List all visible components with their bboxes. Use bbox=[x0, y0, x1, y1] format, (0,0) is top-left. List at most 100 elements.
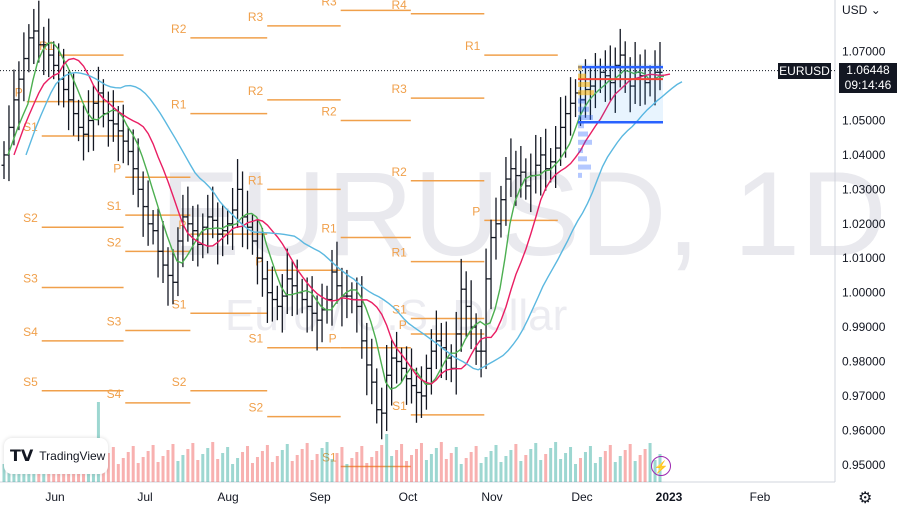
volume-bar bbox=[504, 456, 508, 482]
symbol-tag: EURUSD bbox=[778, 63, 831, 79]
pivot-label: R1 bbox=[39, 39, 55, 53]
pivot-label: S2 bbox=[172, 375, 187, 389]
gear-icon[interactable]: ⚙ bbox=[858, 490, 873, 507]
volume-bar bbox=[340, 447, 344, 482]
volume-bar bbox=[549, 448, 553, 482]
volume-bar bbox=[176, 461, 180, 482]
x-tick-label: Jun bbox=[45, 490, 64, 504]
volume-bar bbox=[325, 442, 329, 482]
volume-bar bbox=[305, 443, 309, 482]
volume-bar bbox=[246, 446, 250, 482]
volume-bar bbox=[106, 453, 110, 482]
volume-profile-bar bbox=[578, 156, 587, 162]
volume-profile-bar bbox=[578, 98, 585, 104]
volume-bar bbox=[360, 446, 364, 482]
volume-bar bbox=[300, 449, 304, 482]
volume-profile-bar bbox=[578, 131, 588, 137]
y-tick-label: 0.96000 bbox=[842, 423, 886, 437]
pivot-label: R1 bbox=[248, 173, 264, 187]
pivot-label: S4 bbox=[107, 387, 122, 401]
pivot-label: S1 bbox=[107, 199, 122, 213]
volume-bar bbox=[643, 449, 647, 482]
volume-bar bbox=[221, 453, 225, 482]
volume-bar bbox=[414, 449, 418, 482]
ma-slow-line bbox=[25, 71, 683, 371]
volume-bar bbox=[166, 450, 170, 482]
volume-bar bbox=[444, 459, 448, 482]
volume-bar bbox=[216, 459, 220, 482]
volume-bar bbox=[474, 446, 478, 482]
chevron-down-icon: ⌄ bbox=[870, 3, 881, 17]
volume-bar bbox=[231, 464, 235, 482]
volume-bar bbox=[201, 454, 205, 482]
y-tick-label: 0.95000 bbox=[842, 458, 886, 472]
volume-bar bbox=[598, 457, 602, 482]
volume-profile-bar bbox=[578, 90, 594, 96]
volume-profile-bar bbox=[578, 139, 592, 145]
volume-bar bbox=[454, 447, 458, 482]
pivot-label: S1 bbox=[249, 332, 264, 346]
volume-bar bbox=[151, 445, 155, 482]
volume-bar bbox=[121, 458, 125, 482]
currency-dropdown[interactable]: USD ⌄ bbox=[842, 3, 881, 17]
y-tick-label: 1.03000 bbox=[842, 182, 886, 196]
volume-bar bbox=[285, 444, 289, 482]
currency-label: USD bbox=[842, 3, 868, 17]
volume-bar bbox=[395, 450, 399, 482]
volume-bar bbox=[126, 452, 130, 482]
volume-bar bbox=[648, 443, 652, 482]
volume-bar bbox=[633, 461, 637, 482]
volume-bar bbox=[578, 458, 582, 482]
volume-bar bbox=[365, 463, 369, 482]
volume-bar bbox=[315, 454, 319, 482]
lightning-icon[interactable]: ⚡ bbox=[651, 456, 671, 476]
volume-bar bbox=[564, 453, 568, 482]
volume-bar bbox=[310, 460, 314, 482]
volume-profile-bar bbox=[578, 148, 583, 154]
last-price-value: 1.06448 bbox=[846, 63, 890, 77]
pivot-label: R3 bbox=[248, 10, 264, 24]
volume-bar bbox=[559, 459, 563, 482]
pivot-label: R2 bbox=[321, 105, 337, 119]
pivot-label: R1 bbox=[171, 98, 187, 112]
y-tick-label: 1.05000 bbox=[842, 114, 886, 128]
volume-bar bbox=[385, 434, 389, 482]
pivot-label: R1 bbox=[465, 39, 481, 53]
volume-bar bbox=[429, 454, 433, 482]
volume-bar bbox=[330, 459, 334, 482]
volume-bar bbox=[335, 453, 339, 482]
pivot-label: P bbox=[329, 332, 337, 346]
pivot-label: P bbox=[399, 318, 407, 332]
volume-profile-bar bbox=[578, 114, 593, 120]
volume-bar bbox=[241, 452, 245, 482]
pivot-label: R2 bbox=[248, 84, 264, 98]
pivot-label: S2 bbox=[249, 401, 264, 415]
volume-bar bbox=[608, 445, 612, 482]
x-tick-label: Feb bbox=[750, 490, 771, 504]
volume-bar bbox=[524, 455, 528, 482]
volume-bar bbox=[250, 463, 254, 482]
volume-bar bbox=[410, 455, 414, 482]
volume-bar bbox=[181, 455, 185, 482]
volume-bar bbox=[434, 448, 438, 482]
x-tick-label: Dec bbox=[571, 490, 592, 504]
volume-bar bbox=[603, 451, 607, 482]
volume-bar bbox=[350, 458, 354, 482]
last-price-tag: 1.06448 09:14:46 bbox=[839, 63, 897, 93]
x-tick-label: 2023 bbox=[656, 490, 683, 504]
pivot-label: P bbox=[472, 204, 480, 218]
volume-bar bbox=[111, 447, 115, 482]
volume-bar bbox=[519, 461, 523, 482]
volume-bar bbox=[255, 457, 259, 482]
volume-bar bbox=[345, 464, 349, 482]
pivot-label: S2 bbox=[107, 235, 122, 249]
watermark-symbol: EURUSD, 1D bbox=[160, 147, 887, 281]
pivot-label: S1 bbox=[392, 302, 407, 316]
volume-bar bbox=[206, 448, 210, 482]
tradingview-logo[interactable]: 𝗧𝗩 TradingView bbox=[4, 438, 108, 474]
pivot-label: S1 bbox=[322, 451, 337, 465]
volume-bar bbox=[355, 452, 359, 482]
ma-mid-line bbox=[13, 57, 671, 385]
volume-bar bbox=[146, 451, 150, 482]
